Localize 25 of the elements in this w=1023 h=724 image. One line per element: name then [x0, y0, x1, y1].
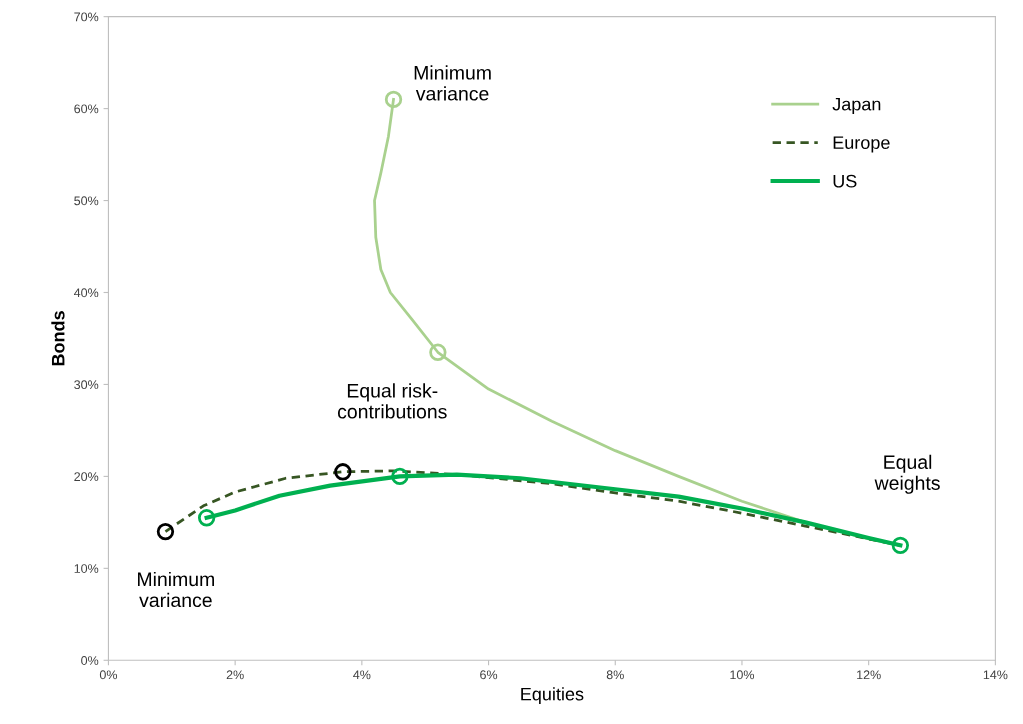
legend-label: US — [833, 174, 857, 188]
x-tick-label: 12% — [857, 670, 881, 680]
x-tick-label: 6% — [480, 670, 498, 680]
annotation: Minimum variance — [138, 571, 214, 608]
y-tick-label: 60% — [74, 104, 99, 114]
x-tick-label: 8% — [606, 670, 624, 680]
y-tick-label: 40% — [73, 288, 99, 298]
y-tick-label: 50% — [74, 196, 99, 206]
x-axis-title: Equities — [521, 687, 584, 705]
y-axis-title: Bonds — [51, 311, 65, 366]
annotation: Equal weights — [874, 454, 940, 494]
x-tick-label: 14% — [983, 670, 1008, 680]
y-tick-label: 0% — [81, 656, 99, 665]
y-tick-label: 10% — [74, 564, 99, 573]
y-tick-label: 30% — [74, 380, 99, 390]
legend-label: Europe — [833, 136, 890, 153]
x-tick-label: 10% — [730, 670, 755, 680]
y-tick-label: 20% — [74, 472, 99, 482]
x-tick-label: 2% — [226, 670, 244, 680]
x-tick-label: 0% — [99, 670, 118, 680]
legend-label: Japan — [832, 97, 881, 115]
annotation: Equal risk- contributions — [337, 383, 447, 419]
annotation: Minimum variance — [414, 65, 491, 101]
x-tick-label: 4% — [353, 670, 371, 680]
y-tick-label: 70% — [74, 12, 99, 22]
